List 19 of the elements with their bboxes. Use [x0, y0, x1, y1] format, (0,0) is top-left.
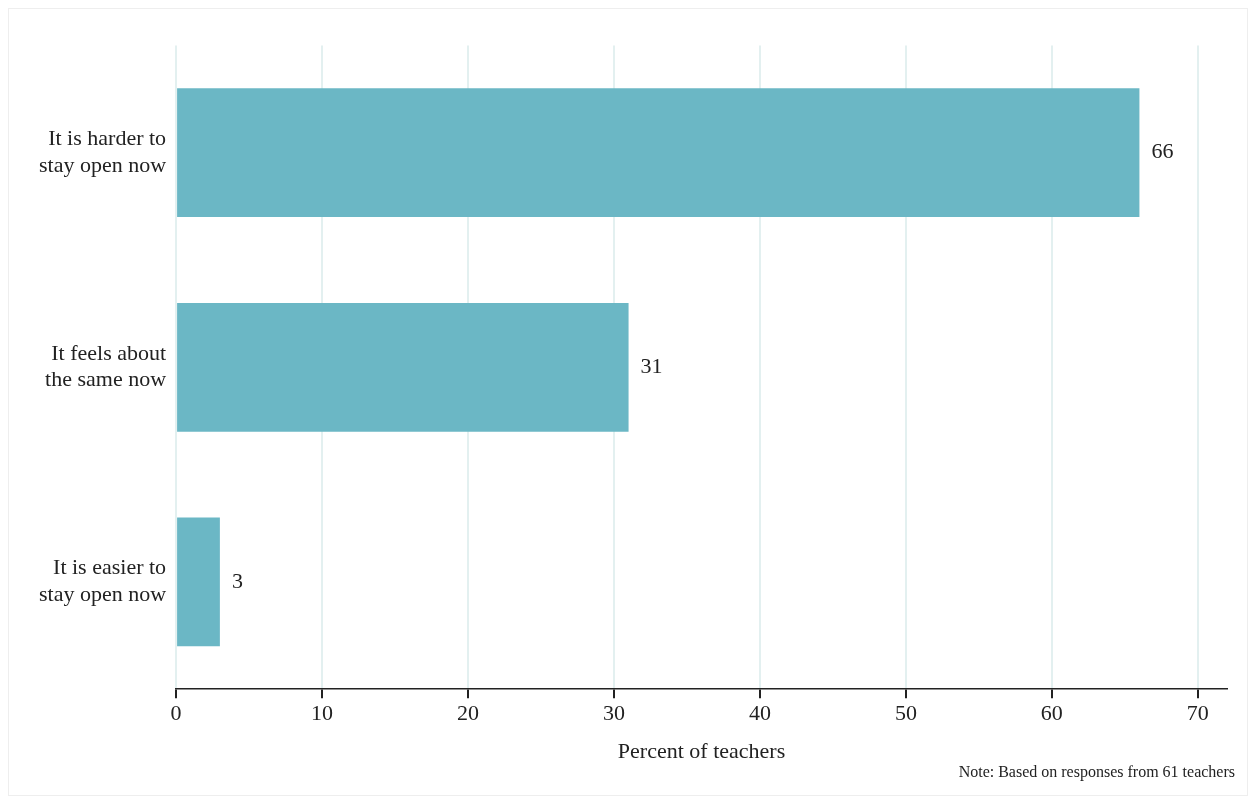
data-label: 66 — [1151, 138, 1174, 164]
x-tick-label: 70 — [1186, 700, 1209, 726]
data-label: 3 — [231, 567, 243, 593]
x-tick-label: 50 — [894, 700, 917, 726]
bar — [177, 88, 1140, 218]
x-tick-label: 10 — [311, 700, 334, 726]
y-tick-label: It is harder to stay open now — [39, 125, 167, 177]
x-tick-label: 0 — [170, 700, 182, 726]
bar — [177, 517, 220, 647]
y-tick-label: It is easier to stay open now — [39, 554, 167, 606]
bar — [177, 302, 629, 432]
x-axis-title: Percent of teachers — [617, 737, 786, 763]
data-label: 31 — [640, 353, 663, 379]
x-tick-label: 30 — [602, 700, 625, 726]
x-tick-label: 40 — [748, 700, 771, 726]
text: Note: Based on responses from 61 teachers — [958, 763, 1235, 782]
x-tick-label: 60 — [1040, 700, 1063, 726]
y-tick-label: It feels about the same now — [45, 339, 167, 392]
x-tick-label: 20 — [457, 700, 480, 726]
